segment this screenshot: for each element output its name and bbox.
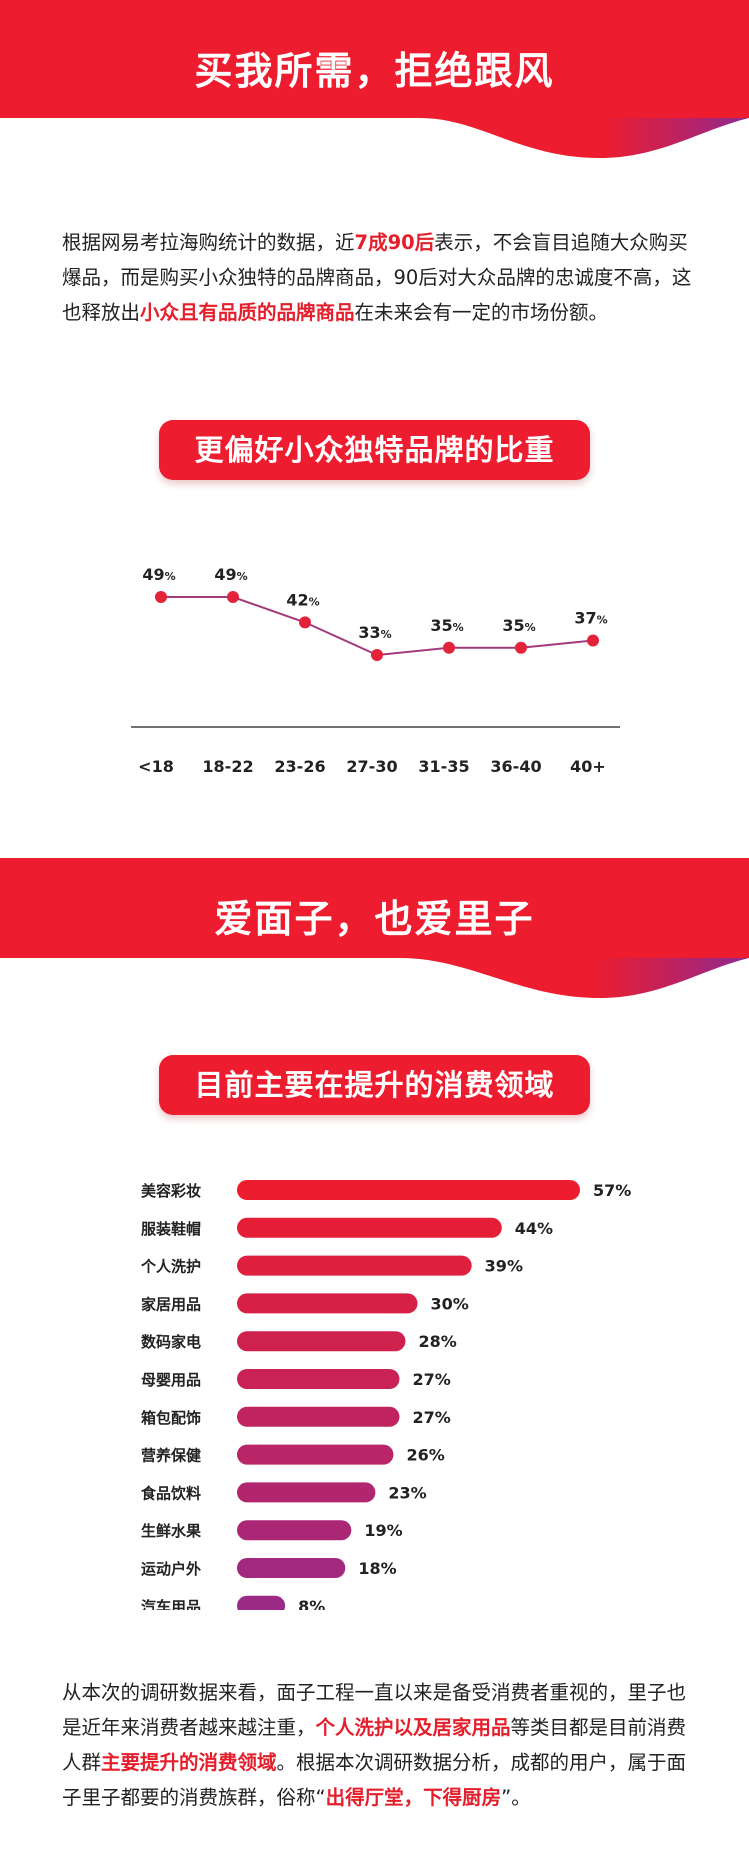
value-label: 18% <box>358 1559 396 1578</box>
category-label: 运动户外 <box>141 1560 201 1578</box>
bar <box>237 1482 376 1503</box>
value-label: 26% <box>406 1446 444 1465</box>
para-text: 根据网易考拉海购统计的数据，近 <box>62 231 355 254</box>
para-highlight: 7成90后 <box>354 231 435 254</box>
data-label: 33% <box>358 623 391 642</box>
x-tick-label: 27-30 <box>346 757 397 776</box>
category-label: 服装鞋帽 <box>141 1220 201 1238</box>
value-label: 23% <box>388 1483 426 1502</box>
para-highlight: 小众且有品质的品牌商品 <box>140 301 355 324</box>
x-tick-label: 23-26 <box>274 757 325 776</box>
x-tick-label: 18-22 <box>202 757 253 776</box>
section-title-1: 买我所需，拒绝跟风 <box>194 49 555 93</box>
category-label: 箱包配饰 <box>141 1409 201 1427</box>
section-title-2: 爱面子，也爱里子 <box>214 897 535 941</box>
data-point <box>515 641 527 654</box>
para-text: 等类目都是目前消费人群 <box>62 1716 687 1774</box>
section-banner-1: 买我所需，拒绝跟风 <box>0 0 749 160</box>
bar <box>237 1331 406 1352</box>
value-label: 19% <box>364 1521 402 1540</box>
category-label: 汽车用品 <box>141 1598 201 1610</box>
data-label: 49% <box>214 565 247 584</box>
bar <box>237 1520 352 1541</box>
value-label: 30% <box>431 1294 469 1313</box>
para-highlight: 出得厅堂，下得厨房 <box>325 1786 502 1809</box>
x-tick-label: 31-35 <box>418 757 469 776</box>
data-label: 37% <box>574 609 607 628</box>
value-label: 8% <box>298 1597 325 1610</box>
category-label: 食品饮料 <box>141 1484 201 1502</box>
data-point <box>587 634 599 647</box>
para-text: ”。 <box>501 1786 531 1809</box>
bar <box>237 1369 400 1389</box>
bar <box>237 1180 580 1200</box>
para-text: 。根据本次调研数据分析，成都的用户，属于面子里子都要的消费族群，俗称“ <box>62 1751 687 1809</box>
data-label: 35% <box>430 616 463 635</box>
category-label: 美容彩妆 <box>141 1182 201 1200</box>
category-label: 母婴用品 <box>141 1371 201 1389</box>
bar <box>237 1255 472 1276</box>
data-point <box>371 649 383 661</box>
bar <box>237 1558 346 1578</box>
para-highlight: 主要提升的消费领域 <box>101 1751 277 1774</box>
para-text: 在未来会有一定的市场份额。 <box>354 301 609 324</box>
line-chart: 49% <18 49% 18-22 42% 23-26 33% 27-30 35% 31-35 35… <box>131 565 620 776</box>
para-highlight: 个人洗护以及居家用品 <box>315 1716 511 1739</box>
value-label: 27% <box>412 1370 450 1389</box>
data-point <box>227 591 239 603</box>
value-label: 57% <box>593 1181 631 1200</box>
para-text: 从本次的调研数据来看，面子工程一直以来是备受消费者重视的，里子也是近年来消费者越… <box>62 1681 687 1739</box>
value-label: 44% <box>515 1219 553 1238</box>
data-point <box>443 641 455 654</box>
banner-background <box>0 858 749 998</box>
line-chart-title: 更偏好小众独特品牌的比重 <box>159 420 590 480</box>
data-label: 35% <box>502 616 535 635</box>
bar <box>237 1444 394 1465</box>
x-tick-label: 36-40 <box>490 757 541 776</box>
bar <box>237 1217 502 1238</box>
bar-chart: 美容彩妆 57% 服装鞋帽 44% 个人洗护 39% 家居用品 30% 数码家电 28% 母婴用品 2… <box>140 1180 631 1610</box>
bar <box>237 1293 418 1314</box>
data-label: 42% <box>286 590 319 609</box>
bar <box>237 1595 286 1610</box>
data-point <box>299 616 311 629</box>
category-label: 数码家电 <box>141 1333 201 1351</box>
value-label: 28% <box>418 1332 456 1351</box>
banner-background <box>0 0 749 158</box>
value-label: 39% <box>485 1257 523 1276</box>
para-text: 表示，不会盲目追随大众购买爆品，而是购买小众独特的品牌商品，90后对大众品牌的忠… <box>62 231 692 324</box>
x-tick-label: <18 <box>138 757 174 776</box>
value-label: 27% <box>412 1408 450 1427</box>
category-label: 生鲜水果 <box>141 1522 202 1540</box>
data-point <box>155 591 167 603</box>
bar <box>237 1406 400 1427</box>
section-banner-2: 爱面子，也爱里子 <box>0 858 749 1018</box>
x-tick-label: 40+ <box>570 757 606 776</box>
conclusion-paragraph: 从本次的调研数据来看，面子工程一直以来是备受消费者重视的，里子也是近年来消费者越… <box>62 1675 692 1815</box>
category-label: 个人洗护 <box>140 1258 201 1276</box>
intro-paragraph: 根据网易考拉海购统计的数据，近7成90后表示，不会盲目追随大众购买爆品，而是购买… <box>62 225 692 330</box>
category-label: 营养保健 <box>141 1447 201 1465</box>
data-label: 49% <box>142 565 175 584</box>
category-label: 家居用品 <box>141 1295 201 1313</box>
bar-chart-title: 目前主要在提升的消费领域 <box>159 1055 590 1115</box>
